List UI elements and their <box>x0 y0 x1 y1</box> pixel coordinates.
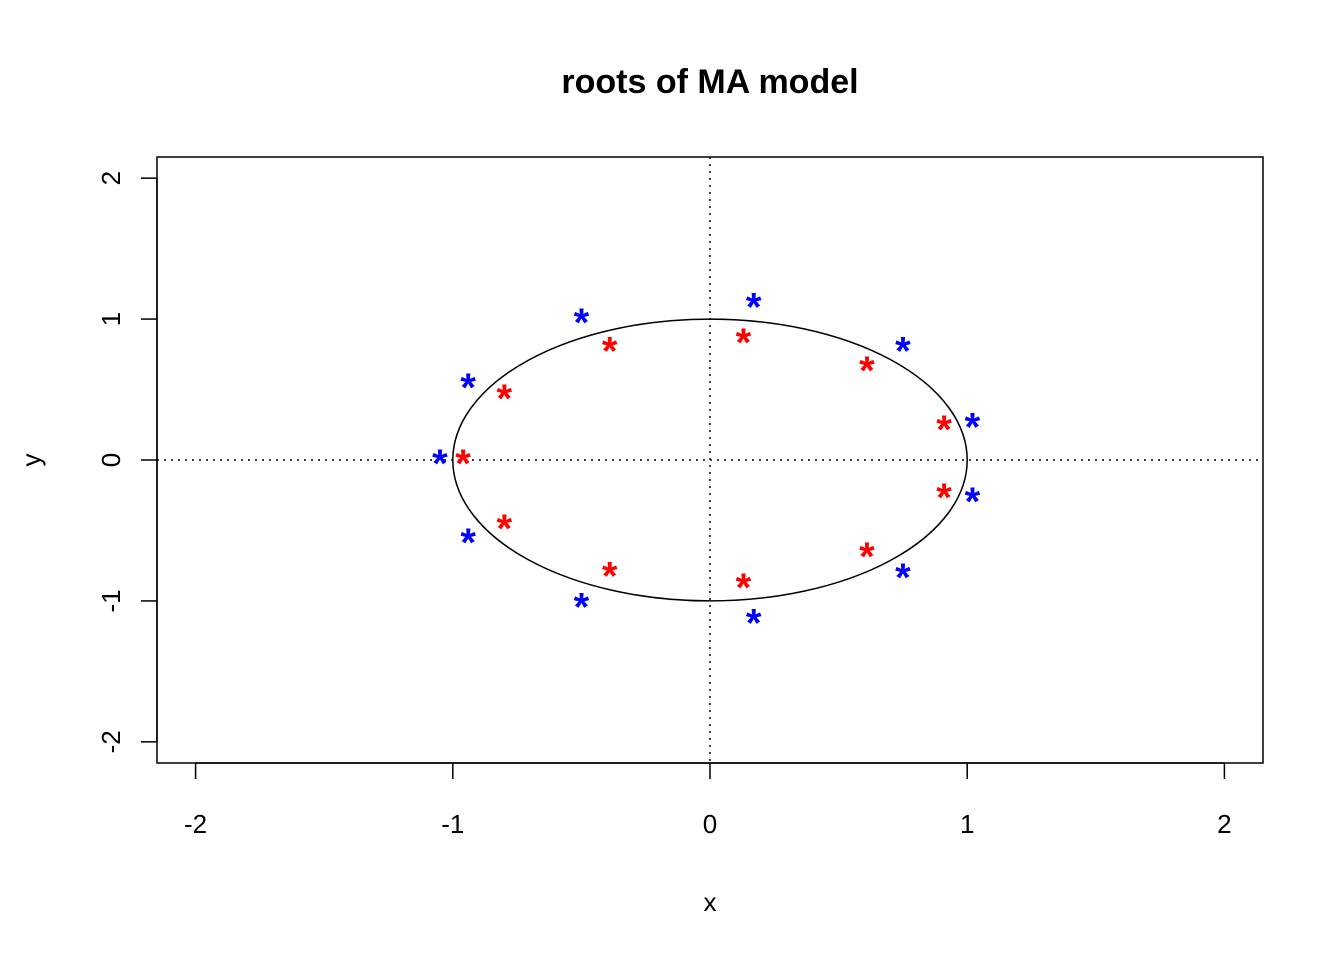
unit-circle-layer <box>452 318 968 602</box>
chart-title: roots of MA model <box>561 63 858 101</box>
data-points: ********************** <box>432 286 980 646</box>
data-point: * <box>455 442 471 486</box>
data-point: * <box>746 601 762 645</box>
y-axis-label: y <box>16 454 46 467</box>
x-tick-label: 0 <box>703 809 717 839</box>
data-point: * <box>432 442 448 486</box>
x-tick-label: -2 <box>184 809 207 839</box>
data-point: * <box>936 408 952 452</box>
data-point: * <box>965 405 981 449</box>
y-tick-label: -1 <box>96 589 126 612</box>
data-point: * <box>859 349 875 393</box>
data-point: * <box>496 377 512 421</box>
data-point: * <box>574 586 590 630</box>
data-point: * <box>736 321 752 365</box>
data-point: * <box>859 535 875 579</box>
x-tick-label: 1 <box>960 809 974 839</box>
x-tick-label: -1 <box>441 809 464 839</box>
data-point: * <box>736 566 752 610</box>
x-axis-label: x <box>704 887 717 917</box>
reference-lines <box>157 157 1263 763</box>
data-point: * <box>460 521 476 565</box>
data-point: * <box>574 301 590 345</box>
data-point: * <box>965 480 981 524</box>
data-point: * <box>746 286 762 330</box>
y-axis: -2 -1 0 1 2 <box>96 171 158 753</box>
data-point: * <box>496 507 512 551</box>
unit-circle <box>452 318 968 602</box>
x-axis: -2 -1 0 1 2 <box>184 762 1232 839</box>
data-point: * <box>602 329 618 373</box>
y-tick-label: 2 <box>96 171 126 185</box>
y-tick-label: 0 <box>96 453 126 467</box>
x-tick-label: 2 <box>1217 809 1231 839</box>
data-point: * <box>936 476 952 520</box>
data-point: * <box>602 555 618 599</box>
y-tick-label: -2 <box>96 730 126 753</box>
data-point: * <box>895 329 911 373</box>
y-tick-label: 1 <box>96 312 126 326</box>
data-point: * <box>895 556 911 600</box>
data-point: * <box>460 366 476 410</box>
